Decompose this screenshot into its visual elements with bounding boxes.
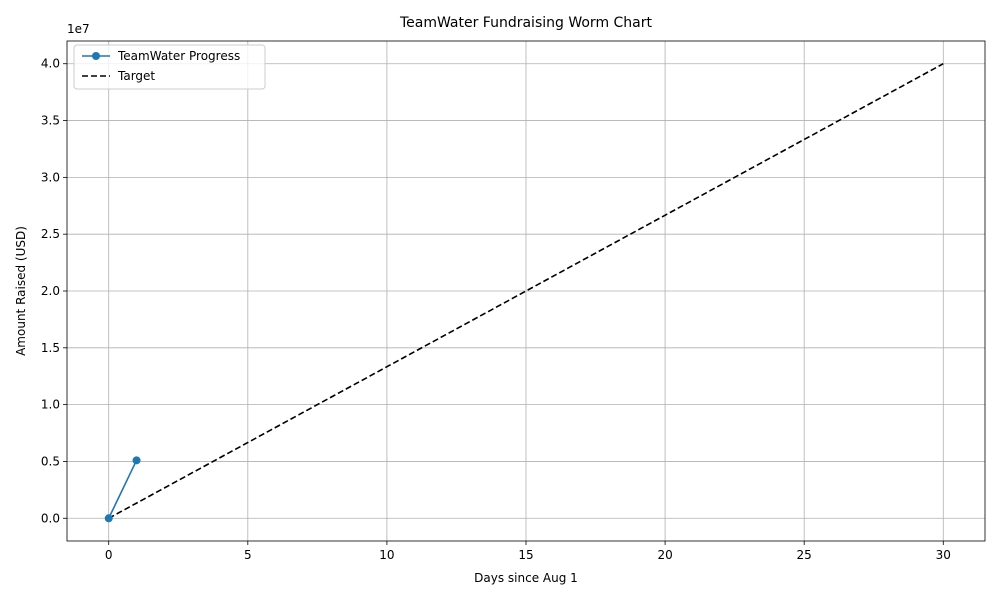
x-tick-label: 20 xyxy=(657,548,672,562)
y-tick-label: 1.0 xyxy=(41,398,60,412)
x-tick-label: 10 xyxy=(379,548,394,562)
chart-title: TeamWater Fundraising Worm Chart xyxy=(399,15,653,31)
x-tick-label: 30 xyxy=(936,548,951,562)
data-point-teamwater-progress xyxy=(104,514,113,523)
x-axis-label: Days since Aug 1 xyxy=(474,571,578,585)
y-tick-label: 4.0 xyxy=(41,57,60,71)
y-tick-label: 1.5 xyxy=(41,341,60,355)
x-tick-label: 25 xyxy=(797,548,812,562)
grid xyxy=(67,41,985,541)
y-axis-ticks: 0.0 0.5 1.0 1.5 2.0 2.5 3.0 3.5 4.0 xyxy=(41,57,67,525)
y-tick-label: 0.0 xyxy=(41,511,60,525)
legend-box xyxy=(73,44,266,90)
series-layer xyxy=(104,63,944,523)
legend: TeamWater Progress Target xyxy=(73,44,266,90)
x-tick-label: 15 xyxy=(518,548,533,562)
x-tick-label: 5 xyxy=(244,548,252,562)
legend-label-teamwater-progress: TeamWater Progress xyxy=(117,49,240,63)
y-tick-label: 0.5 xyxy=(41,454,60,468)
series-line-teamwater-progress xyxy=(108,459,138,519)
y-tick-label: 2.0 xyxy=(41,284,60,298)
y-axis-label: Amount Raised (USD) xyxy=(14,226,28,356)
legend-label-target: Target xyxy=(117,69,155,83)
y-tick-label: 2.5 xyxy=(41,227,60,241)
x-axis-ticks: 0 5 10 15 20 25 30 xyxy=(105,541,951,562)
y-tick-label: 3.0 xyxy=(41,170,60,184)
data-point-teamwater-progress xyxy=(132,456,141,465)
series-line-target xyxy=(108,63,944,519)
y-tick-label: 3.5 xyxy=(41,114,60,128)
y-axis-offset-label: 1e7 xyxy=(67,22,90,36)
x-tick-label: 0 xyxy=(105,548,113,562)
legend-marker-teamwater-progress xyxy=(92,52,100,60)
